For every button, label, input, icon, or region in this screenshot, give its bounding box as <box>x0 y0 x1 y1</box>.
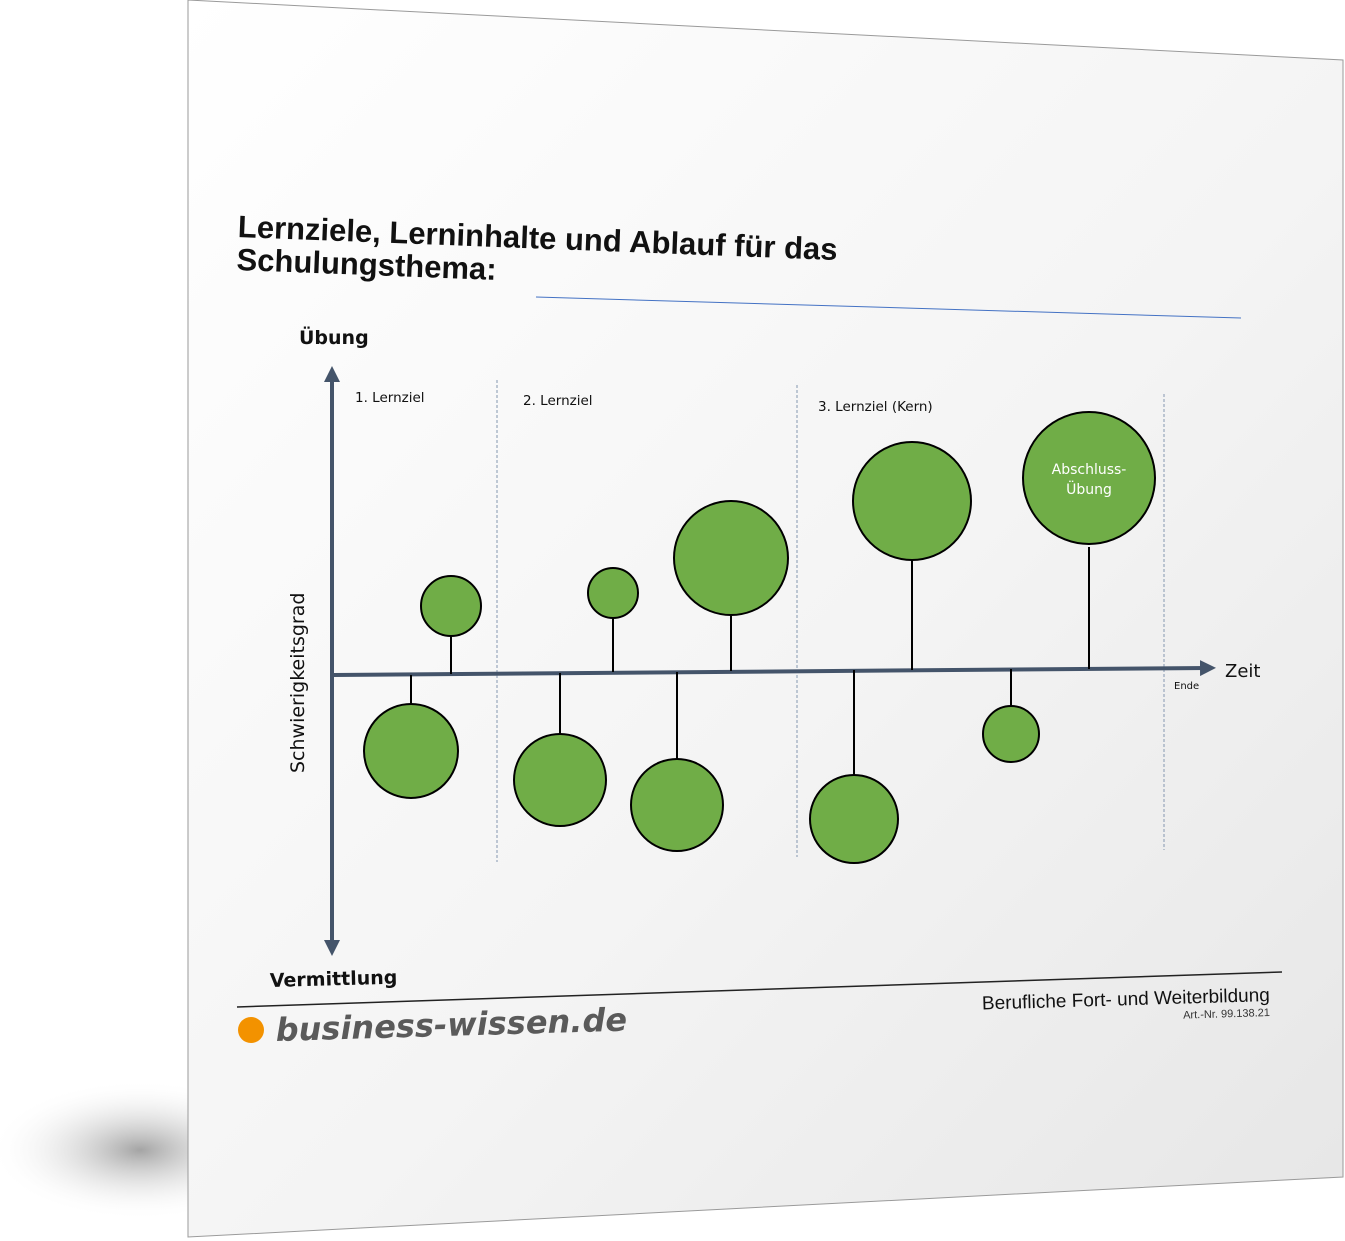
y-axis-top-label: Übung <box>299 325 369 349</box>
y-axis-title: Schwierigkeitsgrad <box>287 593 309 773</box>
x-axis <box>333 660 1216 677</box>
final-bubble-label-line-1: Abschluss- <box>1052 462 1127 478</box>
bubble <box>420 575 482 637</box>
bubble <box>809 774 899 864</box>
bubble <box>630 758 724 852</box>
bubble <box>513 733 607 827</box>
end-label: Ende <box>1174 681 1199 692</box>
bubble <box>587 567 639 619</box>
bubble <box>982 705 1040 763</box>
section-label-2: 2. Lernziel <box>523 393 593 409</box>
bubble <box>852 441 972 561</box>
final-bubble-label-line-2: Übung <box>1066 480 1112 498</box>
paper-sheet <box>187 0 1344 1238</box>
footer-rule <box>236 971 1283 1008</box>
bubble <box>363 703 459 799</box>
title-underline <box>535 296 1242 319</box>
section-label-3: 3. Lernziel (Kern) <box>818 399 933 415</box>
bubble <box>673 500 789 616</box>
brand-dot-icon <box>238 1017 264 1043</box>
final-bubble <box>1022 411 1156 545</box>
article-number: Art.-Nr. 99.138.21 <box>1183 1007 1270 1022</box>
y-axis-bottom-label: Vermittlung <box>270 967 398 992</box>
section-label-1: 1. Lernziel <box>355 390 425 406</box>
bubble-group <box>363 411 1156 864</box>
x-axis-label: Zeit <box>1225 661 1260 682</box>
